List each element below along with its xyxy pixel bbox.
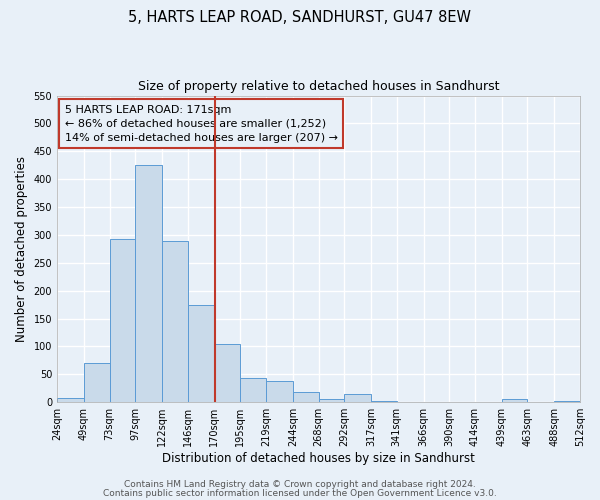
Text: Contains HM Land Registry data © Crown copyright and database right 2024.: Contains HM Land Registry data © Crown c…	[124, 480, 476, 489]
Bar	[344, 394, 371, 402]
Text: Contains public sector information licensed under the Open Government Licence v3: Contains public sector information licen…	[103, 488, 497, 498]
Bar	[319, 400, 344, 402]
Text: 5 HARTS LEAP ROAD: 171sqm
← 86% of detached houses are smaller (1,252)
14% of se: 5 HARTS LEAP ROAD: 171sqm ← 86% of detac…	[65, 105, 338, 143]
Bar	[293, 392, 319, 402]
Bar	[84, 363, 110, 402]
Bar	[214, 344, 240, 402]
X-axis label: Distribution of detached houses by size in Sandhurst: Distribution of detached houses by size …	[162, 452, 475, 465]
Y-axis label: Number of detached properties: Number of detached properties	[15, 156, 28, 342]
Title: Size of property relative to detached houses in Sandhurst: Size of property relative to detached ho…	[138, 80, 499, 93]
Bar	[110, 240, 135, 402]
Bar	[188, 304, 214, 402]
Bar	[554, 401, 580, 402]
Bar	[135, 165, 162, 402]
Text: 5, HARTS LEAP ROAD, SANDHURST, GU47 8EW: 5, HARTS LEAP ROAD, SANDHURST, GU47 8EW	[128, 10, 472, 25]
Bar	[162, 240, 188, 402]
Bar	[266, 381, 293, 402]
Bar	[371, 401, 397, 402]
Bar	[57, 398, 84, 402]
Bar	[502, 400, 527, 402]
Bar	[240, 378, 266, 402]
